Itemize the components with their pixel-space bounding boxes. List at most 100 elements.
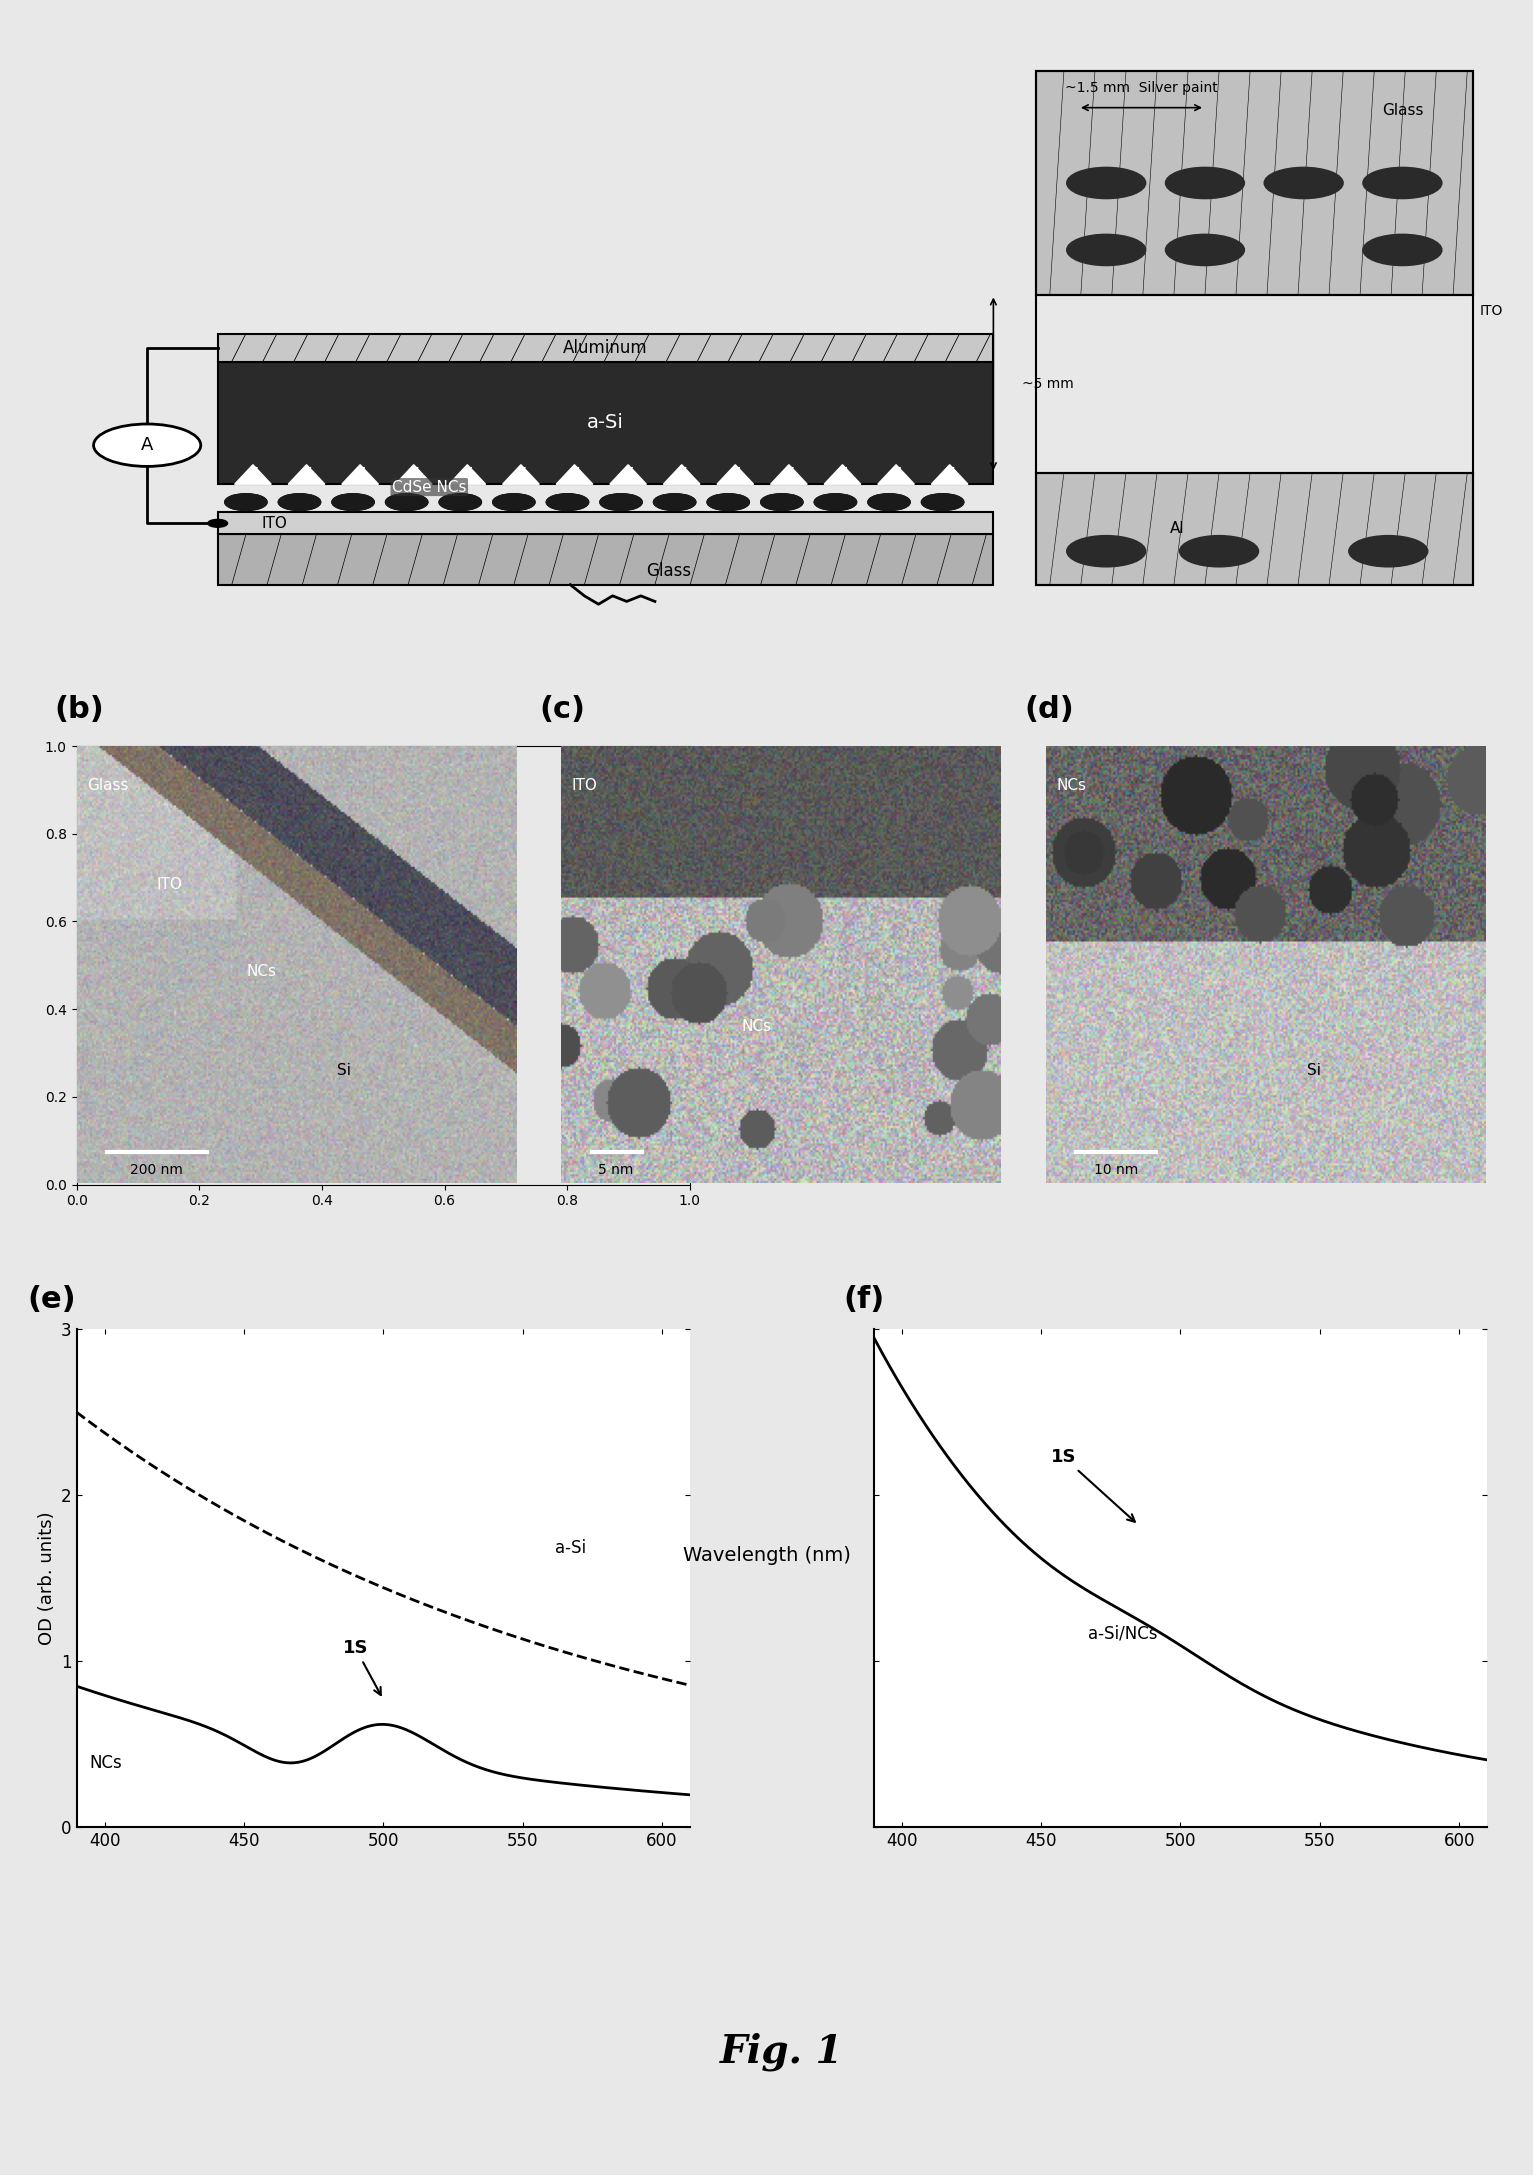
Line: NCs: NCs — [77, 1686, 690, 1794]
Text: Glass: Glass — [87, 779, 129, 794]
Circle shape — [707, 494, 750, 511]
a-Si — [67, 1399, 86, 1425]
NCs — [359, 1714, 377, 1740]
Text: NCs: NCs — [247, 964, 277, 979]
Polygon shape — [288, 465, 325, 485]
Polygon shape — [235, 465, 271, 485]
Bar — [218, 361, 993, 485]
Text: 200 nm: 200 nm — [130, 1164, 184, 1177]
Text: Fig. 1: Fig. 1 — [721, 2034, 843, 2071]
Polygon shape — [610, 465, 647, 485]
Polygon shape — [664, 465, 701, 485]
Text: Si: Si — [1306, 1064, 1321, 1079]
Bar — [1036, 72, 1473, 294]
Text: a-Si: a-Si — [587, 413, 624, 433]
Circle shape — [814, 494, 857, 511]
Polygon shape — [717, 465, 754, 485]
Circle shape — [208, 520, 227, 526]
Bar — [1036, 474, 1473, 585]
a-Si — [570, 1644, 589, 1670]
Text: Aluminum: Aluminum — [563, 339, 648, 357]
Circle shape — [814, 494, 857, 511]
Circle shape — [1179, 535, 1259, 568]
Text: 10 nm: 10 nm — [1095, 1164, 1139, 1177]
Text: (d): (d) — [1024, 696, 1075, 724]
Text: (f): (f) — [843, 1285, 885, 1314]
Circle shape — [1067, 167, 1145, 198]
Text: (e): (e) — [28, 1285, 77, 1314]
Text: (c): (c) — [540, 696, 586, 724]
Circle shape — [868, 494, 911, 511]
Circle shape — [707, 494, 750, 511]
a-Si — [665, 1668, 684, 1694]
Text: A: A — [141, 437, 153, 455]
Text: 1S: 1S — [343, 1640, 380, 1694]
Polygon shape — [932, 465, 967, 485]
Circle shape — [546, 494, 589, 511]
Circle shape — [333, 494, 374, 511]
Circle shape — [1067, 235, 1145, 265]
Text: ITO: ITO — [261, 515, 287, 531]
Text: Glass: Glass — [647, 561, 691, 581]
Polygon shape — [342, 465, 379, 485]
Text: NCs: NCs — [89, 1753, 121, 1773]
Circle shape — [279, 494, 320, 511]
Polygon shape — [878, 465, 914, 485]
Y-axis label: OD (arb. units): OD (arb. units) — [38, 1512, 55, 1644]
Polygon shape — [503, 465, 540, 485]
Text: NCs: NCs — [742, 1020, 771, 1033]
NCs — [67, 1673, 86, 1699]
Circle shape — [1349, 535, 1427, 568]
Circle shape — [599, 494, 642, 511]
Circle shape — [653, 494, 696, 511]
a-Si — [359, 1568, 377, 1594]
Text: Glass: Glass — [1381, 102, 1423, 117]
NCs — [681, 1781, 699, 1807]
Circle shape — [1067, 535, 1145, 568]
Text: (b): (b) — [55, 696, 104, 724]
Circle shape — [492, 494, 535, 511]
Circle shape — [760, 494, 803, 511]
Circle shape — [1363, 167, 1443, 198]
Text: ITO: ITO — [156, 877, 182, 892]
NCs — [399, 1718, 417, 1744]
Bar — [218, 511, 993, 535]
Bar — [1036, 72, 1473, 585]
NCs — [570, 1773, 589, 1799]
Circle shape — [546, 494, 589, 511]
Polygon shape — [396, 465, 432, 485]
Circle shape — [279, 494, 320, 511]
a-Si — [362, 1570, 380, 1596]
Text: NCs: NCs — [1056, 779, 1087, 794]
Circle shape — [1165, 235, 1245, 265]
Circle shape — [760, 494, 803, 511]
Circle shape — [492, 494, 535, 511]
Polygon shape — [556, 465, 593, 485]
Text: 1S: 1S — [1050, 1449, 1134, 1522]
Circle shape — [1165, 167, 1245, 198]
Circle shape — [1265, 167, 1343, 198]
Circle shape — [94, 424, 201, 465]
Text: CdSe NCs: CdSe NCs — [392, 478, 466, 494]
NCs — [432, 1736, 451, 1762]
Polygon shape — [825, 465, 862, 485]
Line: a-Si: a-Si — [77, 1412, 690, 1686]
Bar — [218, 535, 993, 585]
Circle shape — [385, 494, 428, 511]
Circle shape — [225, 494, 267, 511]
Circle shape — [385, 494, 428, 511]
Text: ITO: ITO — [572, 779, 598, 794]
Text: Al: Al — [1170, 522, 1183, 537]
Bar — [218, 333, 993, 361]
Circle shape — [225, 494, 267, 511]
Circle shape — [438, 494, 481, 511]
Circle shape — [438, 494, 481, 511]
Text: ~1.5 mm  Silver paint: ~1.5 mm Silver paint — [1065, 80, 1217, 96]
Text: 5 nm: 5 nm — [598, 1164, 633, 1177]
Polygon shape — [771, 465, 808, 485]
Text: ~5 mm: ~5 mm — [1021, 376, 1073, 392]
Polygon shape — [449, 465, 486, 485]
NCs — [665, 1781, 684, 1807]
Circle shape — [921, 494, 964, 511]
Text: a-Si/NCs: a-Si/NCs — [1088, 1625, 1157, 1642]
